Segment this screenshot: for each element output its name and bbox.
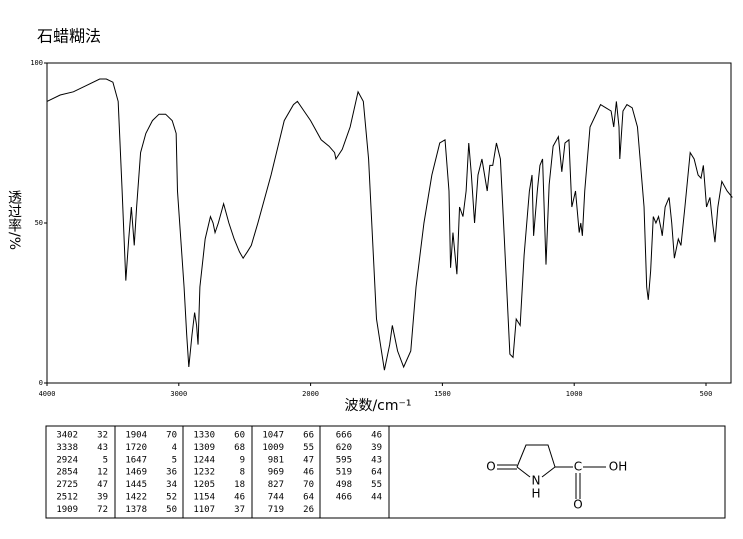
table-wavenumber: 1330 <box>193 431 215 441</box>
table-transmittance: 26 <box>303 505 314 515</box>
table-wavenumber: 2854 <box>56 468 78 478</box>
table-transmittance: 44 <box>371 493 382 503</box>
x-tick-label: 1500 <box>434 390 451 398</box>
x-tick-label: 500 <box>700 390 713 398</box>
atom-label: N <box>532 474 541 488</box>
table-transmittance: 52 <box>166 493 177 503</box>
table-transmittance: 46 <box>303 468 314 478</box>
table-wavenumber: 1009 <box>262 443 284 453</box>
table-transmittance: 64 <box>371 468 382 478</box>
table-transmittance: 55 <box>371 480 382 490</box>
table-wavenumber: 666 <box>336 431 352 441</box>
table-transmittance: 55 <box>303 443 314 453</box>
table-wavenumber: 1232 <box>193 468 215 478</box>
table-transmittance: 34 <box>166 480 177 490</box>
table-wavenumber: 620 <box>336 443 352 453</box>
table-transmittance: 36 <box>166 468 177 478</box>
table-dividers <box>114 426 390 518</box>
table-transmittance: 9 <box>240 455 245 465</box>
table-transmittance: 72 <box>97 505 108 515</box>
table-transmittance: 50 <box>166 505 177 515</box>
table-wavenumber: 595 <box>336 455 352 465</box>
table-transmittance: 46 <box>371 431 382 441</box>
table-transmittance: 60 <box>234 431 245 441</box>
table-transmittance: 5 <box>172 455 177 465</box>
table-transmittance: 4 <box>172 443 177 453</box>
y-tick-label: 100 <box>30 59 43 67</box>
table-transmittance: 66 <box>303 431 314 441</box>
table-wavenumber: 3402 <box>56 431 78 441</box>
table-wavenumber: 1422 <box>125 493 147 503</box>
table-wavenumber: 1047 <box>262 431 284 441</box>
table-transmittance: 12 <box>97 468 108 478</box>
table-transmittance: 32 <box>97 431 108 441</box>
table-transmittance: 70 <box>303 480 314 490</box>
x-tick-label: 3000 <box>170 390 187 398</box>
table-transmittance: 8 <box>240 468 245 478</box>
x-tick-label: 1000 <box>566 390 583 398</box>
chart-title: 石蜡糊法 <box>37 27 101 46</box>
table-transmittance: 47 <box>303 455 314 465</box>
table-transmittance: 47 <box>97 480 108 490</box>
table-wavenumber: 1309 <box>193 443 215 453</box>
table-wavenumber: 1205 <box>193 480 215 490</box>
table-wavenumber: 1469 <box>125 468 147 478</box>
table-wavenumber: 2512 <box>56 493 78 503</box>
table-wavenumber: 1909 <box>56 505 78 515</box>
table-transmittance: 68 <box>234 443 245 453</box>
table-wavenumber: 1904 <box>125 431 147 441</box>
table-transmittance: 64 <box>303 493 314 503</box>
atom-label: H <box>531 487 540 501</box>
table-frame <box>45 425 726 519</box>
table-transmittance: 39 <box>371 443 382 453</box>
atom-label: C <box>574 460 582 474</box>
y-axis-label: 透过率/% <box>6 190 22 250</box>
spectrum-line <box>46 78 733 371</box>
table-wavenumber: 498 <box>336 480 352 490</box>
table-transmittance: 43 <box>97 443 108 453</box>
table-transmittance: 5 <box>103 455 108 465</box>
atom-label: O <box>486 460 495 474</box>
table-wavenumber: 2924 <box>56 455 78 465</box>
x-tick-label: 2000 <box>302 390 319 398</box>
table-transmittance: 18 <box>234 480 245 490</box>
table-wavenumber: 827 <box>268 480 284 490</box>
table-wavenumber: 3338 <box>56 443 78 453</box>
table-wavenumber: 1647 <box>125 455 147 465</box>
table-wavenumber: 1244 <box>193 455 215 465</box>
table-wavenumber: 519 <box>336 468 352 478</box>
table-wavenumber: 981 <box>268 455 284 465</box>
table-wavenumber: 1154 <box>193 493 215 503</box>
y-tick-label: 0 <box>39 379 43 387</box>
table-transmittance: 70 <box>166 431 177 441</box>
table-wavenumber: 1445 <box>125 480 147 490</box>
table-transmittance: 39 <box>97 493 108 503</box>
table-wavenumber: 1378 <box>125 505 147 515</box>
table-transmittance: 46 <box>234 493 245 503</box>
table-wavenumber: 466 <box>336 493 352 503</box>
x-axis-label: 波数/cm⁻¹ <box>344 398 411 414</box>
table-wavenumber: 1720 <box>125 443 147 453</box>
table-wavenumber: 744 <box>268 493 284 503</box>
x-tick-label: 4000 <box>39 390 56 398</box>
table-wavenumber: 719 <box>268 505 284 515</box>
structure-bonds <box>497 444 606 499</box>
atom-label: O <box>573 498 582 512</box>
table-transmittance: 37 <box>234 505 245 515</box>
y-tick-label: 50 <box>35 219 43 227</box>
table-wavenumber: 2725 <box>56 480 78 490</box>
table-wavenumber: 969 <box>268 468 284 478</box>
plot-frame <box>46 62 732 384</box>
table-transmittance: 43 <box>371 455 382 465</box>
table-wavenumber: 1107 <box>193 505 215 515</box>
atom-label: OH <box>609 460 627 474</box>
